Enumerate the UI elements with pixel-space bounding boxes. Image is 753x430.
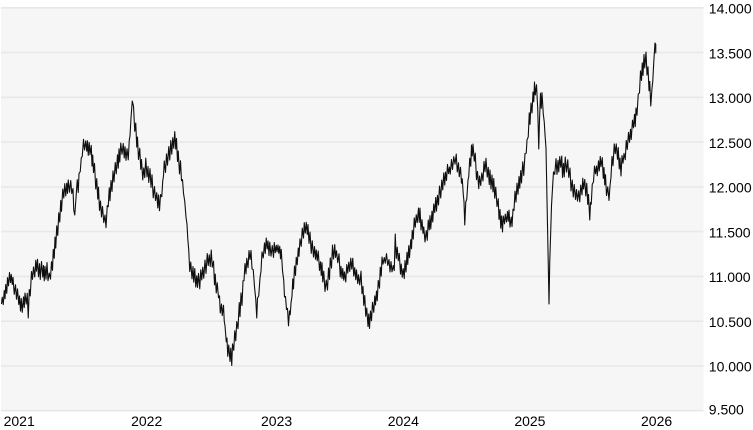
svg-text:2022: 2022 bbox=[131, 413, 162, 429]
svg-text:2024: 2024 bbox=[388, 413, 419, 429]
svg-text:10.500: 10.500 bbox=[709, 314, 752, 330]
svg-text:13.500: 13.500 bbox=[709, 45, 752, 61]
svg-text:11.500: 11.500 bbox=[709, 224, 751, 240]
svg-text:2023: 2023 bbox=[261, 413, 292, 429]
svg-text:12.000: 12.000 bbox=[709, 180, 752, 196]
svg-text:2026: 2026 bbox=[641, 413, 672, 429]
svg-text:10.000: 10.000 bbox=[709, 359, 752, 375]
svg-text:14.000: 14.000 bbox=[709, 1, 752, 17]
svg-text:13.000: 13.000 bbox=[709, 90, 752, 106]
svg-text:11.000: 11.000 bbox=[709, 269, 751, 285]
svg-text:12.500: 12.500 bbox=[709, 135, 752, 151]
svg-text:2021: 2021 bbox=[4, 413, 35, 429]
svg-text:9.500: 9.500 bbox=[709, 402, 744, 418]
svg-text:2025: 2025 bbox=[514, 413, 545, 429]
